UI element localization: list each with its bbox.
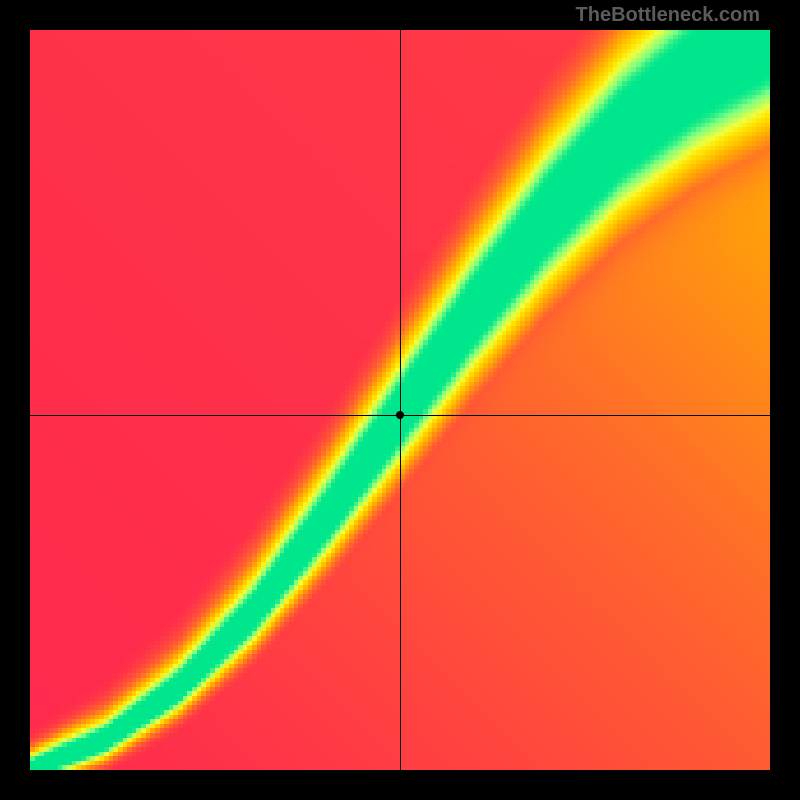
watermark-text: TheBottleneck.com — [576, 4, 760, 27]
crosshair-marker-dot — [396, 411, 404, 419]
crosshair-vertical — [400, 30, 401, 770]
chart-container: TheBottleneck.com — [0, 0, 800, 800]
